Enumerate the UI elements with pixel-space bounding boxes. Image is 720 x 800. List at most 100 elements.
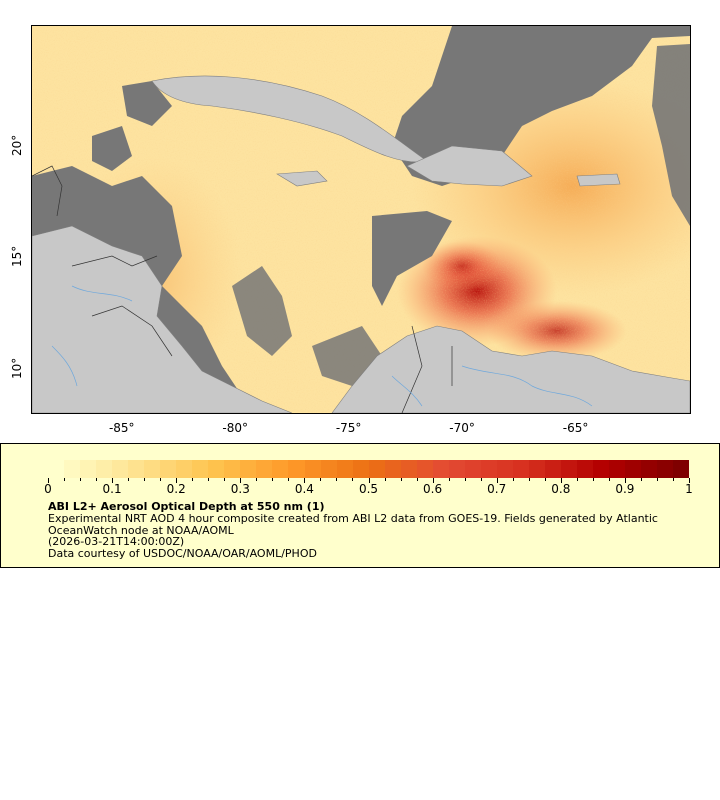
colorbar-tick <box>496 478 498 483</box>
colorbar-swatch <box>593 460 610 478</box>
colorbar-tick-label: 0.3 <box>230 482 250 496</box>
colorbar-tick <box>352 478 354 481</box>
colorbar-tick <box>304 478 306 483</box>
colorbar-swatch <box>272 460 289 478</box>
colorbar-tick <box>464 478 466 481</box>
colorbar-tick <box>224 478 226 481</box>
jamaica <box>276 170 328 187</box>
x-tick-label: -70° <box>449 421 475 435</box>
colorbar-tick <box>608 478 610 481</box>
x-tick-label: -85° <box>108 421 135 435</box>
y-tick-label: 15° <box>10 246 24 268</box>
colorbar-swatch <box>561 460 578 478</box>
colorbar-swatch <box>544 460 561 478</box>
colorbar-swatch <box>192 460 209 478</box>
colorbar-swatch <box>336 460 353 478</box>
colorbar-swatch <box>464 460 481 478</box>
colorbar-swatch <box>160 460 177 478</box>
legend-title: ABI L2+ Aerosol Optical Depth at 550 nm … <box>48 500 325 513</box>
hispaniola <box>406 145 533 187</box>
rivers <box>51 285 593 407</box>
colorbar-swatch <box>288 460 305 478</box>
colorbar-tick <box>272 478 274 481</box>
colorbar-swatch <box>673 460 690 478</box>
country-borders <box>32 165 453 413</box>
cuba <box>151 75 428 163</box>
colorbar-swatch <box>577 460 594 478</box>
aod-map <box>32 26 690 413</box>
colorbar-swatch <box>64 460 81 478</box>
colorbar-ticks <box>48 478 690 486</box>
colorbar-tick <box>112 478 114 483</box>
colorbar-swatch <box>144 460 161 478</box>
colorbar-tick <box>320 478 322 481</box>
colorbar-tick <box>176 478 178 483</box>
colorbar-tick <box>80 478 82 481</box>
colorbar-swatch <box>224 460 241 478</box>
colorbar-tick <box>48 478 49 483</box>
colorbar-tick-label: 0.5 <box>358 482 379 496</box>
land-masses <box>32 75 690 413</box>
south-america <box>331 325 690 413</box>
colorbar-tick <box>256 478 258 481</box>
colorbar-tick <box>144 478 146 481</box>
colorbar-swatch <box>384 460 401 478</box>
colorbar-tick <box>544 478 546 481</box>
colorbar-tick <box>384 478 386 481</box>
colorbar <box>48 460 690 478</box>
colorbar-swatch <box>256 460 273 478</box>
map-plot-area[interactable] <box>31 25 691 414</box>
colorbar-tick-label: 0.2 <box>166 482 186 496</box>
y-tick-label: 10° <box>10 357 24 380</box>
colorbar-swatch <box>641 460 658 478</box>
colorbar-tick <box>192 478 194 481</box>
puerto-rico <box>576 173 621 187</box>
x-tick-label: -75° <box>335 421 362 435</box>
colorbar-tick <box>640 478 642 481</box>
colorbar-swatch <box>448 460 465 478</box>
colorbar-tick <box>448 478 450 481</box>
colorbar-tick-label: 0 <box>44 482 52 496</box>
colorbar-tick <box>528 478 530 481</box>
colorbar-swatch <box>48 460 65 478</box>
colorbar-tick <box>336 478 338 481</box>
colorbar-tick <box>672 478 674 481</box>
colorbar-tick <box>240 478 242 483</box>
colorbar-tick <box>576 478 578 481</box>
colorbar-swatch <box>304 460 321 478</box>
colorbar-swatch <box>176 460 193 478</box>
colorbar-tick-label: 0.8 <box>551 482 571 496</box>
colorbar-swatch <box>609 460 626 478</box>
colorbar-tick <box>64 478 66 481</box>
no-data-mask <box>32 26 690 411</box>
colorbar-tick <box>208 478 210 481</box>
colorbar-swatch <box>208 460 225 478</box>
colorbar-tick-label: 0.6 <box>423 482 443 496</box>
colorbar-tick-label: 1 <box>685 482 693 496</box>
legend-date: (2026-03-21T14:00:00Z) <box>48 535 185 548</box>
colorbar-tick <box>288 478 290 481</box>
colorbar-tick <box>432 478 434 483</box>
colorbar-swatch <box>657 460 674 478</box>
colorbar-tick <box>480 478 482 481</box>
colorbar-tick <box>512 478 514 481</box>
legend-credit: Data courtesy of USDOC/NOAA/OAR/AOML/PHO… <box>48 547 317 560</box>
x-tick-label: -80° <box>222 421 249 435</box>
colorbar-tick-label: 0.1 <box>102 482 122 496</box>
colorbar-swatch <box>496 460 513 478</box>
colorbar-swatch <box>96 460 113 478</box>
colorbar-swatch <box>80 460 97 478</box>
colorbar-tick <box>160 478 162 481</box>
colorbar-tick <box>400 478 402 481</box>
colorbar-tick-label: 0.9 <box>615 482 635 496</box>
y-tick-label: 20° <box>10 134 24 156</box>
colorbar-swatch <box>320 460 337 478</box>
legend-description: Experimental NRT AOD 4 hour composite cr… <box>48 512 662 537</box>
colorbar-swatch <box>128 460 145 478</box>
colorbar-tick <box>689 478 690 483</box>
colorbar-tick <box>128 478 130 481</box>
colorbar-tick <box>624 478 626 483</box>
colorbar-swatch <box>528 460 545 478</box>
x-tick-label: -65° <box>562 421 589 435</box>
central-america <box>32 225 293 413</box>
